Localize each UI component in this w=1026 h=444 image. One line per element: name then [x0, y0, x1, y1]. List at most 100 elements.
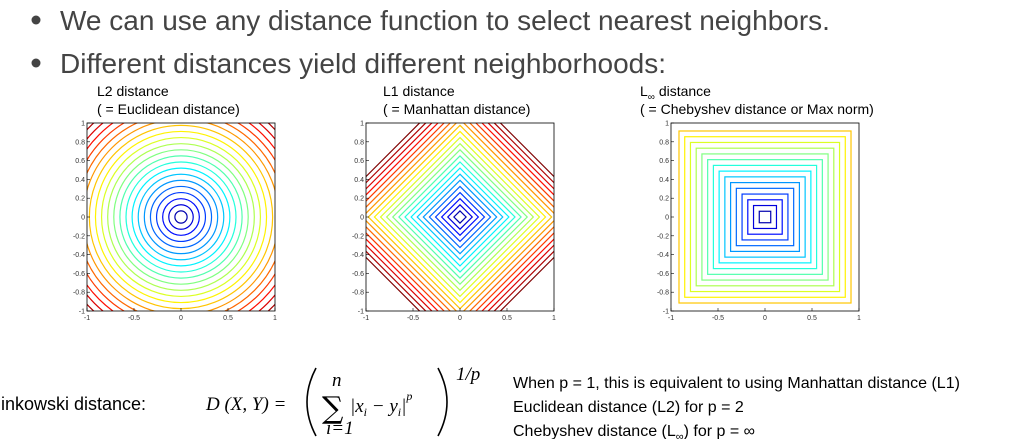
- text-part: L2 distance: [97, 83, 169, 99]
- contour: [168, 204, 194, 230]
- y-tick-label: -0.8: [657, 290, 669, 297]
- y-tick-label: -0.4: [352, 252, 364, 259]
- contour: [416, 173, 504, 261]
- y-tick-label: -1: [79, 309, 85, 316]
- contour: [747, 199, 783, 235]
- plot-subtitle: ( = Manhattan distance): [383, 101, 530, 117]
- plot-frame: [365, 122, 555, 312]
- text-part: Euclidean distance (L2) for p = 2: [513, 399, 744, 416]
- x-tick-label: 1: [857, 315, 861, 322]
- contour: [422, 179, 498, 255]
- contour: [366, 123, 554, 311]
- text-part: |x: [350, 396, 364, 417]
- sum-lower: i=1: [326, 418, 354, 439]
- text-part: ) for p = ∞: [684, 423, 755, 439]
- contour: [155, 191, 207, 243]
- contour: [398, 155, 522, 279]
- contours: [366, 123, 554, 311]
- formula-exponent: 1/p: [456, 364, 480, 385]
- contour: [87, 123, 275, 311]
- contour: [373, 130, 547, 304]
- contour: [366, 123, 554, 311]
- y-tick-label: 1: [360, 121, 364, 128]
- contour: [87, 123, 275, 311]
- y-tick-label: 0.6: [75, 158, 85, 165]
- y-tick-label: -0.8: [73, 290, 85, 297]
- contour: [107, 143, 255, 291]
- text-part: distance: [655, 83, 711, 99]
- sum-upper: n: [332, 370, 342, 391]
- text-part: ∞: [676, 431, 684, 439]
- contour: [131, 167, 231, 267]
- note: When p = 1, this is equivalent to using …: [513, 375, 960, 392]
- y-tick-label: -1: [358, 309, 364, 316]
- contour: [174, 210, 188, 224]
- formula-lhs: D (X, Y) =: [205, 394, 286, 415]
- note: Chebyshev distance (L∞) for p = ∞: [513, 423, 755, 439]
- contour: [366, 123, 554, 311]
- note: Euclidean distance (L2) for p = 2: [513, 399, 744, 416]
- x-tick-label: -0.5: [712, 315, 724, 322]
- text-part: − y: [367, 396, 398, 417]
- contour: [758, 210, 772, 224]
- contour: [446, 203, 474, 231]
- contour: [366, 123, 554, 311]
- y-tick-label: 0.4: [75, 177, 85, 184]
- contour: [718, 170, 812, 264]
- contours: [87, 123, 275, 311]
- plot-subtitle: ( = Euclidean distance): [97, 101, 240, 117]
- y-tick-label: -0.6: [352, 271, 364, 278]
- contour: [379, 136, 541, 298]
- sum-term: |xi − yi|p: [350, 389, 412, 419]
- y-tick-label: -0.4: [73, 252, 85, 259]
- contour: [678, 130, 852, 304]
- x-tick-label: 0.5: [502, 315, 512, 322]
- contour: [87, 123, 275, 311]
- y-tick-label: 0: [81, 215, 85, 222]
- text-part: L: [640, 83, 648, 99]
- contour: [684, 136, 846, 298]
- plot-title: L1 distance: [383, 83, 455, 99]
- contour: [440, 197, 480, 237]
- y-tick-label: -1: [663, 309, 669, 316]
- y-tick-label: -0.4: [657, 252, 669, 259]
- left-paren: [306, 367, 317, 437]
- text-part: i: [364, 405, 367, 419]
- contour: [741, 193, 789, 241]
- contour: [366, 123, 554, 311]
- x-tick-label: -1: [363, 315, 369, 322]
- contour: [391, 148, 529, 286]
- contour: [735, 187, 795, 247]
- contour: [162, 198, 200, 236]
- y-tick-label: 0.2: [659, 196, 669, 203]
- text-part: Chebyshev distance (L: [513, 423, 676, 439]
- contour: [125, 161, 237, 273]
- contour: [385, 142, 535, 292]
- y-tick-label: -0.8: [352, 290, 364, 297]
- y-tick-label: 0.8: [354, 139, 364, 146]
- contour: [410, 167, 510, 267]
- contour: [88, 124, 274, 310]
- bullet-dot: [31, 58, 41, 68]
- contour: [149, 185, 213, 249]
- contour: [701, 153, 829, 281]
- plot-frame: [670, 122, 860, 312]
- bullet-text: We can use any distance function to sele…: [60, 5, 830, 36]
- plot-frame: [86, 122, 276, 312]
- y-tick-label: 0.6: [659, 158, 669, 165]
- contour: [366, 123, 554, 311]
- y-tick-label: -0.2: [352, 233, 364, 240]
- text-part: When p = 1, this is equivalent to using …: [513, 375, 960, 392]
- contour: [87, 123, 275, 311]
- text-part: L1 distance: [383, 83, 455, 99]
- y-tick-label: 0.8: [75, 139, 85, 146]
- y-tick-label: 0.4: [354, 177, 364, 184]
- contour: [689, 141, 841, 293]
- bullet-dot: [31, 15, 41, 25]
- x-tick-label: -0.5: [407, 315, 419, 322]
- contour: [119, 155, 243, 279]
- text-part: ∞: [648, 92, 655, 103]
- formula-label: Minkowski distance:: [0, 394, 146, 414]
- y-tick-label: 0.6: [354, 158, 364, 165]
